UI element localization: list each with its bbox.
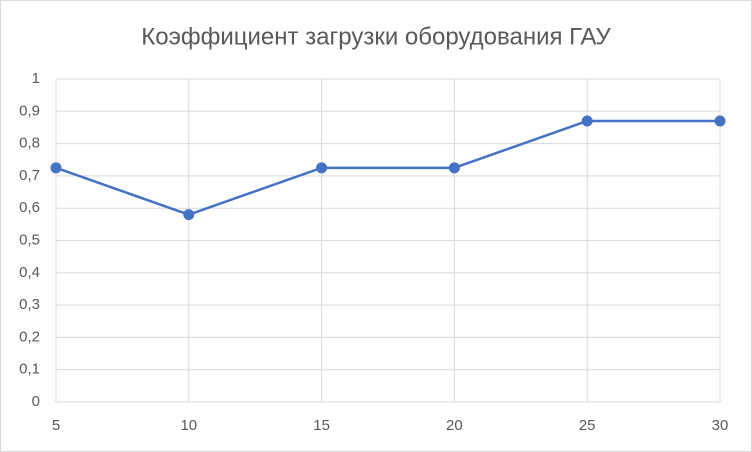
y-tick-label: 1 bbox=[32, 70, 40, 87]
chart-title: Коэффициент загрузки оборудования ГАУ bbox=[141, 23, 611, 50]
y-tick-label: 0,5 bbox=[19, 231, 40, 248]
marker bbox=[581, 115, 593, 127]
y-tick-label: 0 bbox=[32, 393, 40, 410]
marker bbox=[714, 115, 726, 127]
x-tick-label: 5 bbox=[52, 417, 60, 434]
marker bbox=[183, 209, 195, 221]
y-tick-label: 0,9 bbox=[19, 102, 40, 119]
y-tick-label: 0,3 bbox=[19, 296, 40, 313]
y-tick-label: 0,1 bbox=[19, 361, 40, 378]
x-tick-label: 15 bbox=[313, 417, 330, 434]
x-tick-label: 30 bbox=[712, 417, 729, 434]
marker bbox=[50, 162, 62, 174]
y-tick-label: 0,8 bbox=[19, 135, 40, 152]
y-tick-label: 0,6 bbox=[19, 199, 40, 216]
y-tick-label: 0,4 bbox=[19, 264, 40, 281]
line bbox=[55, 119, 720, 216]
x-tick-label: 25 bbox=[579, 417, 596, 434]
x-tick-label: 10 bbox=[180, 417, 197, 434]
y-tick-label: 0,7 bbox=[19, 167, 40, 184]
x-tick-label: 20 bbox=[446, 417, 463, 434]
marker bbox=[448, 162, 460, 174]
marker bbox=[316, 162, 328, 174]
y-tick-label: 0,2 bbox=[19, 328, 40, 345]
